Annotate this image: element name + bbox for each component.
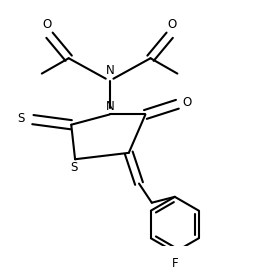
Text: O: O — [182, 96, 191, 110]
Text: S: S — [70, 161, 77, 174]
Text: O: O — [42, 18, 51, 31]
Text: F: F — [171, 257, 178, 268]
Text: N: N — [105, 64, 114, 77]
Text: S: S — [18, 112, 25, 125]
Text: O: O — [167, 18, 176, 31]
Text: N: N — [105, 100, 114, 113]
